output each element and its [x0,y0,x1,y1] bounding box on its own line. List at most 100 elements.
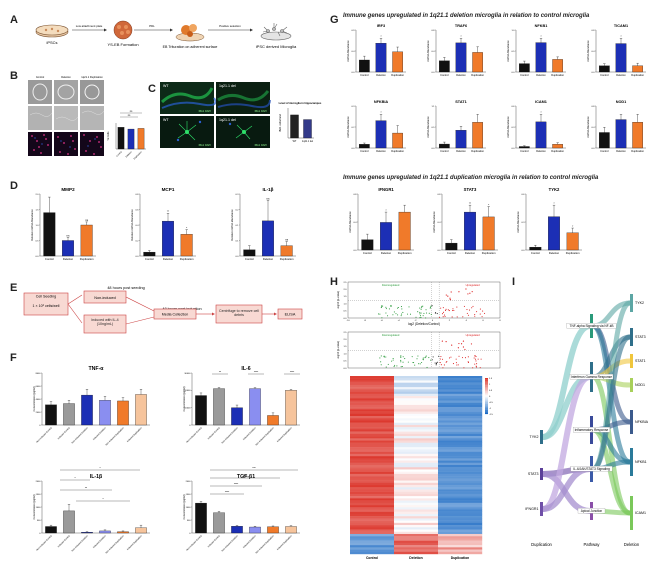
data-point [379,313,381,315]
data-point [419,363,421,365]
y-tick-label: 0.8 [431,30,435,32]
heatmap-cell [438,440,483,443]
data-point [431,305,433,307]
sankey-node [630,294,633,312]
bar [45,526,57,534]
data-point [472,305,474,307]
heatmap-cell [438,447,483,450]
x-tick-label: -6 [381,320,384,322]
y-tick-label: 0.6 [135,209,139,211]
data-point [442,311,445,313]
data-point [448,310,450,312]
bar [249,526,261,534]
bar [482,216,495,251]
y-axis-label: mRNA Abundance [346,116,350,138]
data-point [482,310,484,312]
data-point [439,362,441,364]
bar [99,400,111,426]
data-point [471,307,473,309]
heatmap-cell [438,545,483,548]
data-point [479,367,481,369]
data-point [409,313,412,315]
data-point [434,362,436,364]
category-label: Control [45,257,54,261]
bar [398,211,411,251]
heatmap-cell [394,382,439,386]
significance-label: ** [469,201,472,205]
sig-label: **** [234,482,239,486]
heatmap-cell [350,429,395,432]
data-point [450,291,452,293]
data-point [428,357,430,359]
heatmap-cell [350,420,395,423]
y-tick-label: 0.0 [431,148,435,150]
panel-g-subtitle-deletion: Immune genes upregulated in 1q21.1 delet… [343,13,590,19]
heatmap-cell [350,422,395,426]
heatmap-cell [438,380,483,383]
heatmap-cell [394,471,439,475]
y-tick-label: 1.0 [343,303,347,305]
y-axis-label: mRNA Abundance [346,40,350,62]
heatmap-cell [350,384,395,388]
data-point [457,347,459,349]
y-tick-label: 0.0 [343,368,347,370]
heatmap-cell [394,549,439,552]
heatmap-cell [438,540,483,544]
bar [380,222,392,251]
category-label: Non-Induced Deletion [221,426,239,444]
y-tick-label: 4000 [36,399,42,401]
heatmap-cell [394,536,439,539]
heatmap-cell [350,449,395,452]
data-point [474,355,476,357]
data-point [456,306,458,308]
bar [472,122,483,149]
y-tick-label: 6000 [36,386,42,388]
pathway-label: Apical Junction [581,509,603,513]
y-tick-label: 0.5 [343,361,347,363]
heatmap-cell [394,491,439,495]
sankey-axis-label: Duplication [531,542,552,547]
panel-letter-c: C [148,83,156,95]
panel-b-bars: % Cells Control Deletion Duplication [106,123,146,160]
legend-swatch [485,378,488,380]
significance-label: * [553,201,555,205]
right-gene-label: STAT1 [635,359,646,363]
heatmap-cell [438,411,483,415]
heatmap-cell [394,440,439,443]
y-tick-label: 0.8 [353,194,357,196]
chart-title: IFNGR1 [378,187,394,192]
heatmap-cell [350,418,395,421]
heatmap-cell [350,438,395,441]
bar [552,59,563,73]
sig-label: ** [85,486,88,490]
heatmap-cell [438,404,483,408]
left-gene-label: IFNGR1 [525,507,538,511]
down-label: Downregulated [382,283,400,287]
heatmap-cell [350,549,395,552]
bar [45,404,57,426]
legend-swatch [485,405,488,407]
bar [262,220,274,257]
chart-title: TRAF6 [455,24,467,28]
y-tick-label: 0.8 [135,194,139,196]
category-label: Duplication [180,257,194,261]
right-gene-label: TYK2 [635,301,644,305]
heatmap-cell [394,393,439,397]
panel-g-row-2: NFKBIA mRNA Abundance 0.0 0.2 0.3 Control * Del… [346,100,646,153]
heatmap-cell [394,453,439,457]
heatmap-cell [350,471,395,475]
category-label: Duplication [631,149,644,153]
data-point [392,359,394,361]
data-point [451,316,453,318]
bar [361,239,374,251]
data-point [441,313,444,315]
heatmap-cell [394,542,439,546]
heatmap-cell [394,538,439,541]
box-text-cell-seeding: Cell Seeding [36,295,56,299]
heatmap-cell [438,500,483,504]
heatmap-cell [394,458,439,461]
y-tick-label: 0.8 [591,106,595,108]
data-point [463,367,465,369]
heatmap-cell [394,400,439,403]
category-label: Non-Induced Deletion [71,426,89,444]
